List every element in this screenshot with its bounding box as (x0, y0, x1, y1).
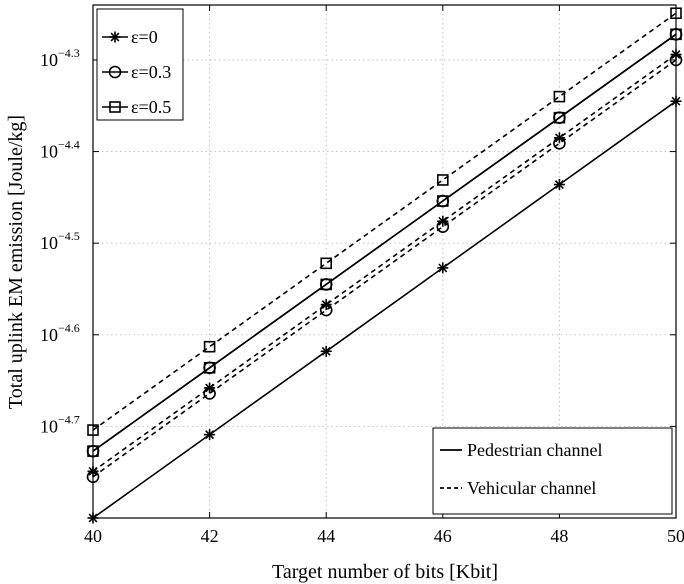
plot-frame (92, 4, 677, 519)
y-tick-label: 10−4.5 (40, 229, 80, 253)
series-line (92, 53, 677, 472)
series-line (92, 33, 677, 452)
x-tick-label: 44 (317, 526, 335, 546)
star-marker (204, 429, 216, 441)
square-marker (436, 195, 449, 207)
circle-marker (553, 137, 566, 150)
star-marker (109, 31, 121, 43)
series-line (92, 59, 677, 478)
legend-lines: Pedestrian channel Vehicular channel (432, 427, 673, 515)
legend-item: Vehicular channel (440, 478, 596, 498)
star-marker (553, 179, 565, 191)
series-line (92, 100, 677, 519)
x-tick-label: 40 (84, 526, 102, 546)
legend-label: ε=0.5 (131, 97, 171, 117)
circle-marker (436, 220, 450, 233)
x-tick-label: 48 (550, 526, 568, 546)
y-tick-label: 10−4.6 (40, 321, 80, 345)
star-marker (437, 262, 449, 274)
circle-marker (108, 65, 122, 79)
square-marker (203, 340, 216, 353)
legend-label: ε=0 (131, 27, 158, 47)
star-stroke (321, 346, 331, 356)
legend-label: ε=0.3 (131, 62, 171, 82)
series-star-vehicular (87, 48, 682, 477)
square-marker (203, 361, 216, 374)
x-tick-label: 42 (201, 526, 219, 546)
square-marker (320, 257, 333, 270)
square-marker (436, 174, 449, 186)
series-star-pedestrian (87, 95, 682, 524)
x-tick-label: 46 (434, 526, 452, 546)
legend-item: Pedestrian channel (440, 440, 602, 460)
y-tick-label: 10−4.7 (40, 412, 80, 436)
legend-markers: ε=0 ε=0.3 ε=0.5 (96, 8, 184, 121)
legend-item: ε=0.3 (102, 62, 171, 82)
x-tick-label: 50 (667, 526, 684, 546)
legend-box (432, 427, 673, 515)
star-stroke (554, 180, 564, 190)
ticks: 40 42 44 46 48 50 10−4.3 10−4.4 10−4.5 10−4.6 10−4… (40, 5, 684, 546)
y-tick-label: 10−4.3 (40, 46, 80, 70)
square-marker (553, 111, 566, 124)
series-line (92, 12, 677, 431)
y-tick-label: 10−4.4 (40, 138, 80, 162)
x-axis-title: Target number of bits [Kbit] (272, 561, 498, 583)
square-marker (109, 101, 121, 113)
circle-marker (319, 303, 333, 317)
circle-marker (203, 387, 216, 400)
series-square-pedestrian (87, 28, 682, 457)
square-marker (553, 90, 566, 103)
star-stroke (205, 430, 215, 440)
legend-item: ε=0.5 (102, 97, 171, 117)
square-marker (320, 278, 333, 291)
legend-label: Pedestrian channel (467, 440, 602, 460)
star-stroke (110, 32, 120, 42)
legend-label: Vehicular channel (467, 478, 596, 498)
series-group (86, 7, 683, 524)
y-axis-title: Total uplink EM emission [Joule/kg] (5, 115, 27, 409)
star-marker (320, 345, 332, 357)
legend-item: ε=0 (102, 27, 158, 47)
star-stroke (438, 263, 448, 273)
